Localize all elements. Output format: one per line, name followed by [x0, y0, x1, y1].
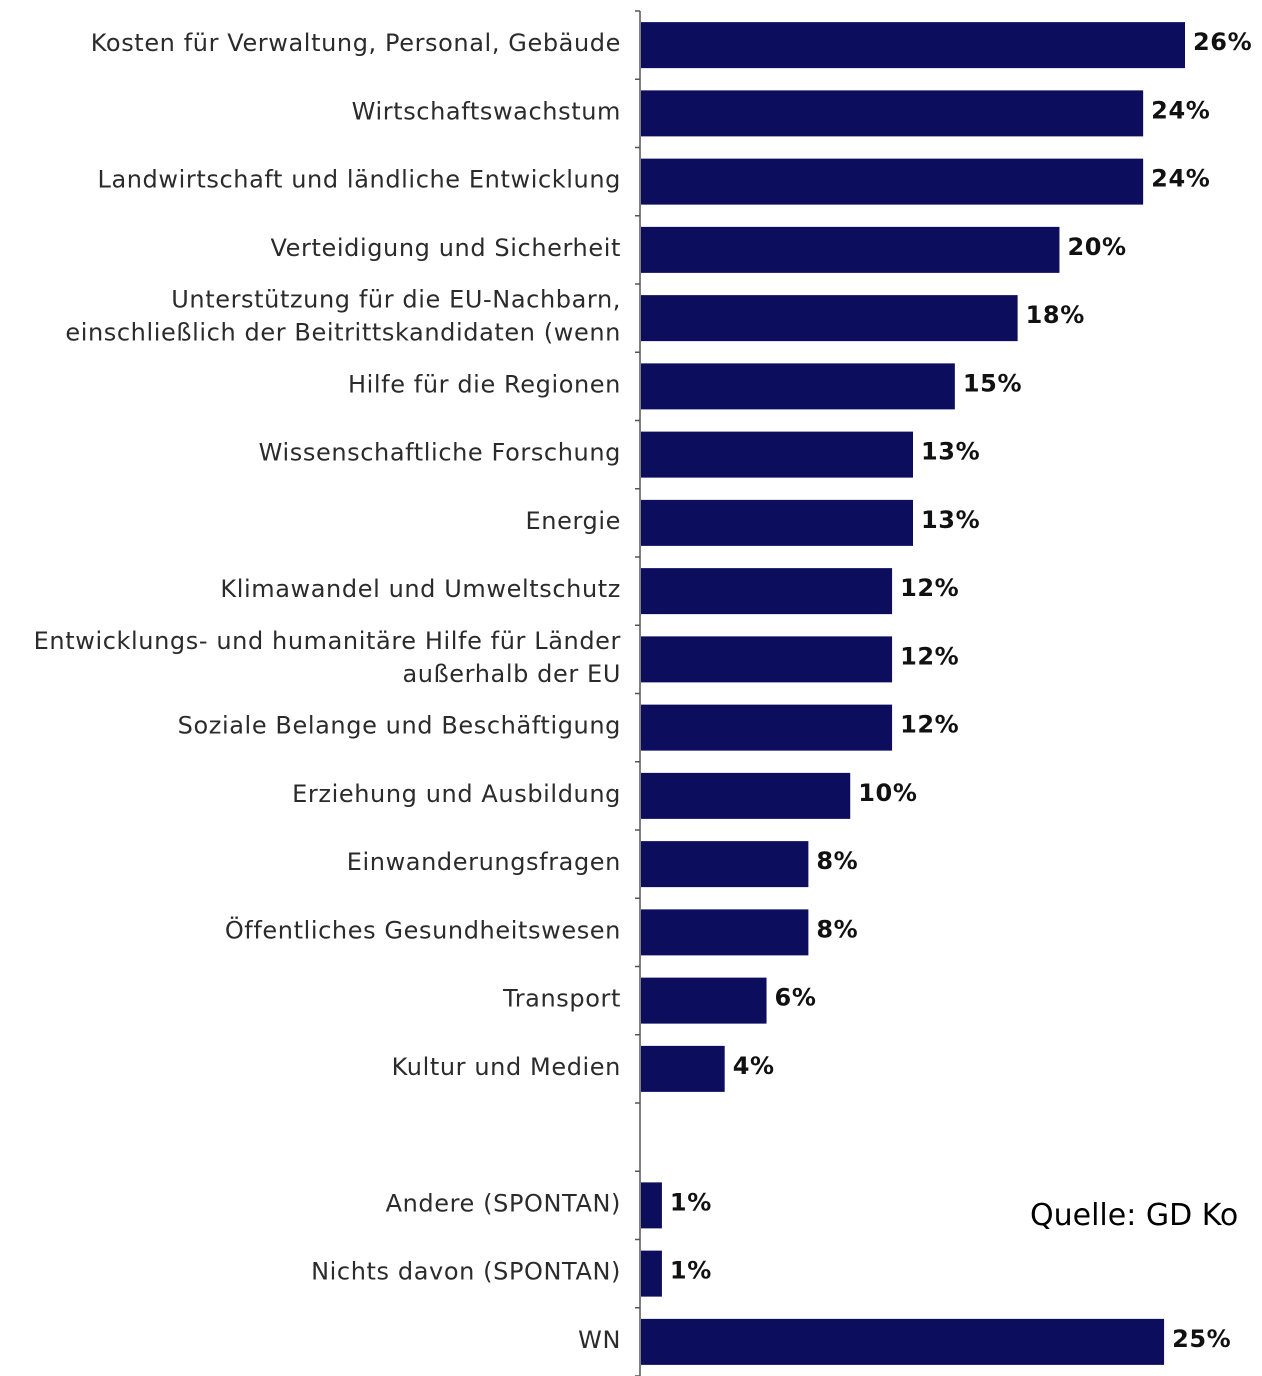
category-label: Unterstützung für die EU-Nachbarn, — [171, 286, 621, 314]
category-labels: Kosten für Verwaltung, Personal, Gebäude… — [34, 29, 621, 1354]
bar — [641, 568, 893, 615]
value-label: 13% — [921, 506, 980, 534]
bar — [641, 22, 1185, 69]
bar — [641, 431, 913, 478]
category-axis — [635, 10, 641, 1376]
category-label: Landwirtschaft und ländliche Entwicklung — [97, 166, 621, 194]
value-label: 20% — [1067, 233, 1126, 261]
bars — [641, 22, 1185, 1365]
bar — [641, 226, 1060, 273]
value-label: 18% — [1026, 301, 1085, 329]
value-label: 24% — [1151, 96, 1210, 124]
source-note: Quelle: GD Ko — [1030, 1198, 1239, 1233]
category-label: Öffentliches Gesundheitswesen — [225, 915, 621, 944]
bar — [641, 1182, 662, 1229]
value-labels: 26% 24% 24% 20% 18% 15% 13% 13% 12% 12% 12% 10% 8% 8%… — [670, 28, 1252, 1353]
value-label: 8% — [816, 915, 858, 943]
bar — [641, 977, 767, 1024]
category-label: Entwicklungs- und humanitäre Hilfe für L… — [34, 627, 621, 655]
category-label: Soziale Belange und Beschäftigung — [178, 712, 621, 740]
value-label: 24% — [1151, 165, 1210, 193]
value-label: 12% — [900, 711, 959, 739]
value-label: 1% — [670, 1188, 712, 1216]
value-label: 6% — [775, 984, 817, 1012]
bar — [641, 909, 809, 956]
bar — [641, 90, 1144, 137]
bar — [641, 295, 1018, 342]
category-label: Hilfe für die Regionen — [348, 370, 621, 398]
bar — [641, 841, 809, 888]
category-label: Klimawandel und Umweltschutz — [220, 575, 621, 603]
category-label: Kultur und Medien — [392, 1053, 621, 1081]
value-label: 1% — [670, 1257, 712, 1285]
bar — [641, 704, 893, 751]
value-label: 26% — [1193, 28, 1252, 56]
category-label: Erziehung und Ausbildung — [292, 780, 621, 808]
category-label: außerhalb der EU — [402, 660, 621, 688]
value-label: 8% — [816, 847, 858, 875]
value-label: 12% — [900, 642, 959, 670]
category-label: Verteidigung und Sicherheit — [270, 234, 621, 262]
value-label: 15% — [963, 369, 1022, 397]
bar — [641, 363, 955, 410]
bar — [641, 772, 851, 819]
category-label: Nichts davon (SPONTAN) — [311, 1258, 621, 1286]
category-label: WN — [578, 1326, 621, 1354]
value-label: 25% — [1172, 1325, 1231, 1353]
value-label: 10% — [858, 779, 917, 807]
value-label: 12% — [900, 574, 959, 602]
bar — [641, 1045, 725, 1092]
category-label: Transport — [502, 985, 621, 1013]
category-label: Andere (SPONTAN) — [386, 1189, 621, 1217]
bar — [641, 636, 893, 683]
bar — [641, 1318, 1165, 1365]
category-label: Wirtschaftswachstum — [352, 97, 621, 125]
value-label: 4% — [733, 1052, 775, 1080]
bar — [641, 158, 1144, 205]
category-label: einschließlich der Beitrittskandidaten (… — [65, 319, 621, 347]
bar — [641, 499, 913, 546]
value-label: 13% — [921, 438, 980, 466]
bar — [641, 1250, 662, 1297]
category-label: Wissenschaftliche Forschung — [259, 439, 621, 467]
category-label: Einwanderungsfragen — [347, 848, 621, 876]
category-label: Kosten für Verwaltung, Personal, Gebäude — [91, 29, 621, 57]
category-label: Energie — [526, 507, 621, 535]
